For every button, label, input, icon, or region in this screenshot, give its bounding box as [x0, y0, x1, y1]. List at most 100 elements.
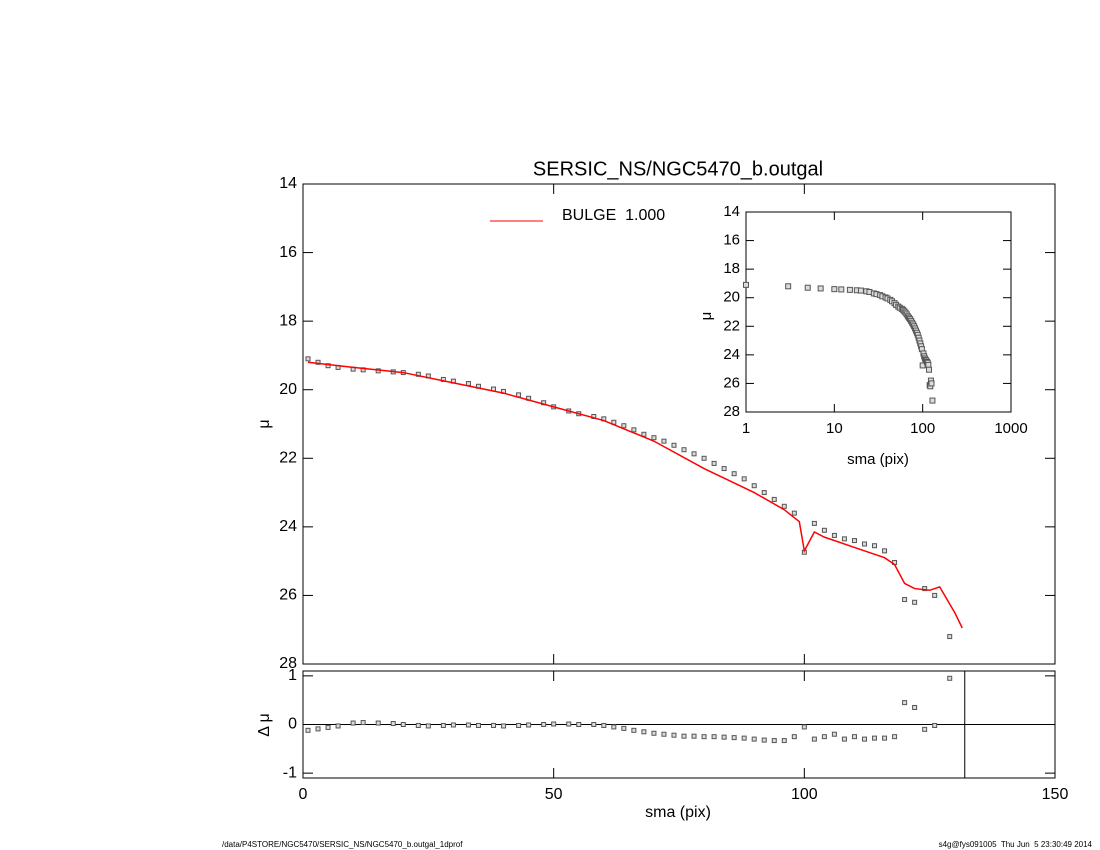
data-point	[390, 721, 396, 727]
x-tick-label: 0	[299, 786, 308, 803]
data-point	[947, 675, 953, 681]
data-point	[641, 729, 647, 735]
y-tick-label: 14	[279, 175, 297, 192]
data-point	[821, 734, 827, 740]
x-axis-label: sma (pix)	[847, 451, 909, 468]
data-point	[838, 286, 845, 293]
y-tick-label: 14	[723, 203, 740, 220]
data-point	[841, 536, 847, 542]
data-point	[335, 723, 341, 729]
data-point	[902, 700, 908, 706]
data-point	[922, 726, 928, 732]
data-point	[751, 483, 757, 489]
data-point	[450, 722, 456, 728]
data-point	[465, 722, 471, 728]
data-point	[651, 435, 657, 441]
data-point	[611, 724, 617, 730]
data-point	[771, 496, 777, 502]
data-point	[631, 427, 637, 433]
data-point	[932, 592, 938, 598]
y-axis-label: Δ μ	[256, 713, 273, 736]
data-point	[681, 733, 687, 739]
data-point	[922, 586, 928, 592]
data-point	[671, 732, 677, 738]
data-point	[882, 735, 888, 741]
data-point	[817, 285, 824, 292]
data-point	[841, 736, 847, 742]
chart-title: SERSIC_NS/NGC5470_b.outgal	[533, 158, 823, 180]
y-tick-label: 1	[288, 667, 297, 684]
plot-frame	[302, 183, 1056, 665]
footer-stamp: s4g@fys091005 Thu Jun 5 23:30:49 2014	[939, 840, 1093, 849]
data-point	[425, 723, 431, 729]
y-tick-label: 24	[723, 346, 740, 363]
data-point	[516, 722, 522, 728]
data-point	[305, 727, 311, 733]
y-tick-label: 28	[723, 403, 740, 420]
data-point	[475, 722, 481, 728]
data-point	[711, 460, 717, 466]
data-point	[912, 599, 918, 605]
data-point	[791, 510, 797, 516]
data-point	[892, 734, 898, 740]
y-tick-label: 28	[279, 655, 297, 672]
data-point	[541, 722, 547, 727]
x-tick-label: 50	[545, 786, 563, 803]
data-point	[751, 736, 757, 742]
data-point	[325, 363, 331, 369]
data-point	[440, 722, 446, 728]
data-point	[551, 721, 557, 727]
data-point	[400, 722, 406, 727]
data-point	[861, 736, 867, 742]
data-point	[846, 286, 853, 293]
data-point	[315, 359, 321, 365]
y-tick-label: 22	[279, 450, 297, 467]
y-tick-label: 26	[723, 374, 740, 391]
data-point	[781, 503, 787, 509]
data-point	[701, 455, 707, 461]
data-point	[872, 735, 878, 741]
data-point	[501, 723, 507, 729]
data-point	[415, 722, 421, 728]
data-point	[857, 287, 864, 294]
y-tick-label: 0	[288, 716, 297, 733]
y-axis-label: μ	[698, 312, 715, 321]
inset-background	[746, 212, 1011, 412]
data-point	[731, 735, 737, 741]
data-point	[929, 397, 936, 404]
data-point	[576, 722, 582, 727]
data-point	[928, 380, 935, 387]
legend-label: BULGE 1.000	[562, 207, 665, 224]
data-point	[811, 520, 817, 526]
x-tick-label: 100	[910, 420, 935, 437]
data-point	[872, 543, 878, 549]
data-point	[350, 720, 356, 726]
y-tick-label: 22	[723, 317, 740, 334]
data-point	[791, 734, 797, 740]
data-point	[743, 281, 749, 288]
data-point	[691, 451, 697, 457]
data-point	[315, 726, 321, 732]
data-point	[741, 735, 747, 741]
data-point	[701, 734, 707, 740]
data-point	[671, 442, 677, 448]
data-point	[360, 720, 366, 726]
data-point	[925, 361, 932, 368]
data-point	[661, 438, 667, 444]
data-point	[305, 356, 311, 362]
data-point	[621, 725, 627, 731]
data-point	[741, 476, 747, 482]
data-point	[681, 447, 687, 453]
data-point	[851, 538, 857, 544]
data-point	[771, 738, 777, 744]
data-point	[932, 722, 938, 728]
x-tick-label: 1	[742, 420, 750, 437]
data-point	[947, 634, 953, 640]
data-point	[591, 722, 597, 727]
y-tick-label: -1	[283, 764, 297, 781]
data-point	[831, 731, 837, 737]
footer-path: /data/P4STORE/NGC5470/SERSIC_NS/NGC5470_…	[222, 840, 463, 849]
y-axis-label: μ	[256, 419, 273, 428]
y-tick-label: 18	[279, 312, 297, 329]
